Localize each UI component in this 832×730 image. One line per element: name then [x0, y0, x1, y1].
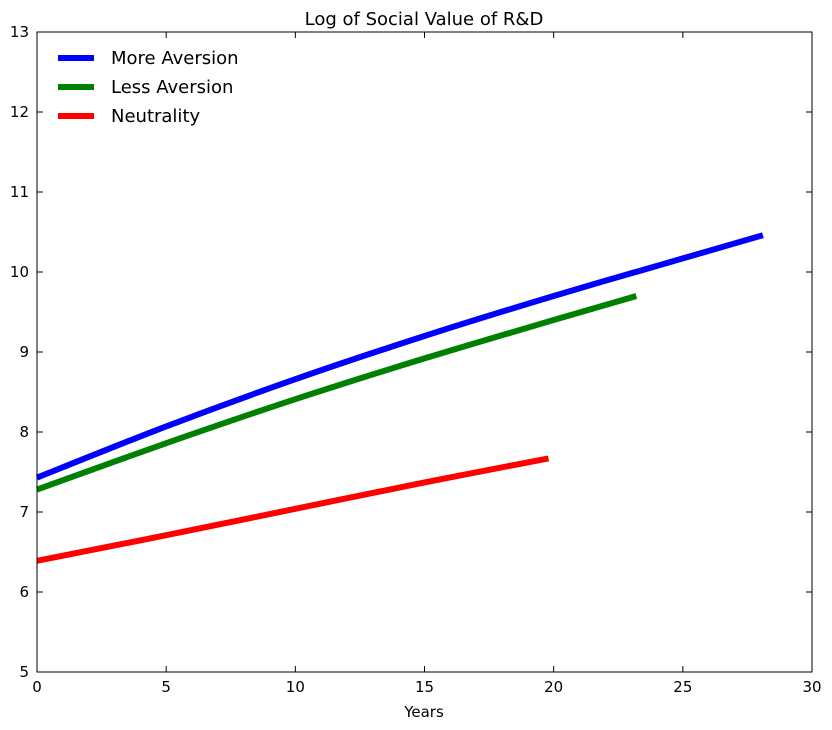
series-line-less-aversion	[35, 293, 638, 493]
series-line-neutrality	[36, 455, 550, 564]
y-tick-label: 8	[19, 423, 29, 441]
y-tick-label: 7	[19, 503, 29, 521]
y-tick-label: 13	[10, 23, 29, 41]
y-tick-label: 11	[10, 183, 29, 201]
x-tick-label: 15	[415, 678, 434, 696]
y-tick-label: 6	[19, 583, 29, 601]
x-axis-label: Years	[403, 703, 444, 721]
legend-label-more-aversion: More Aversion	[111, 48, 239, 69]
x-tick-label: 5	[161, 678, 171, 696]
plot-frame	[36, 31, 813, 673]
series-line-more-aversion	[35, 232, 764, 481]
x-tick-label: 30	[802, 678, 821, 696]
legend: More Aversion Less Aversion Neutrality	[58, 48, 239, 127]
x-tick-label: 10	[286, 678, 305, 696]
y-tick-label: 5	[19, 663, 29, 681]
legend-label-less-aversion: Less Aversion	[111, 77, 233, 98]
y-tick-label: 10	[10, 263, 29, 281]
chart-title: Log of Social Value of R&D	[305, 9, 544, 30]
x-tick-label: 0	[32, 678, 42, 696]
x-tick-label: 25	[673, 678, 692, 696]
y-tick-label: 12	[10, 103, 29, 121]
legend-label-neutrality: Neutrality	[111, 106, 200, 127]
y-tick-label: 9	[19, 343, 29, 361]
x-tick-label: 20	[544, 678, 563, 696]
series-layer	[35, 232, 764, 564]
